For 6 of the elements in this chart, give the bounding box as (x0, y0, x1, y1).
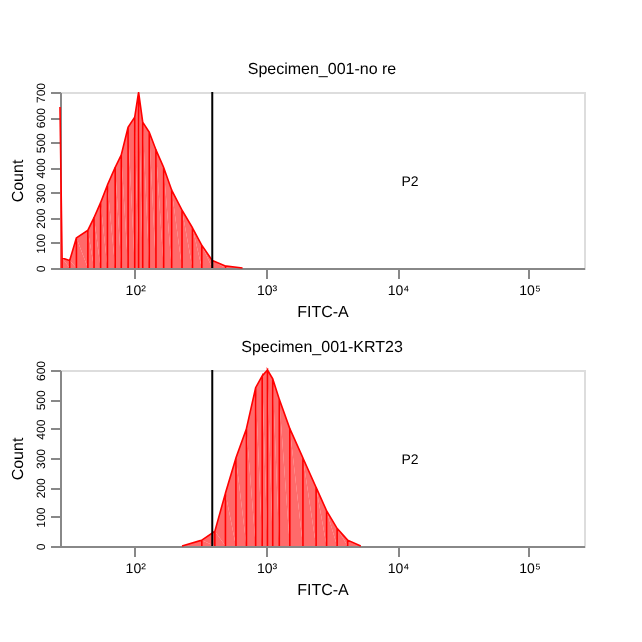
x-axis-title: FITC-A (297, 581, 351, 599)
chart-title: Specimen_001-KRT23 (241, 337, 404, 356)
y-axis-title: Count (9, 158, 27, 203)
x-axis-title: FITC-A (297, 303, 351, 321)
y-axis-title: Count (9, 436, 27, 481)
chart-title: Specimen_001-no re (247, 59, 398, 78)
